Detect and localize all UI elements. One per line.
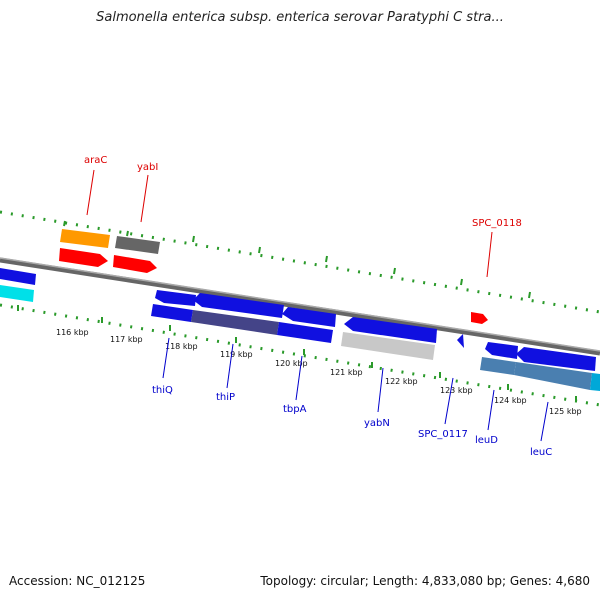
label-thiP[interactable]: thiP [216, 392, 235, 403]
tbpA-feature[interactable] [282, 307, 336, 327]
tick-label-123: 123 kbp [440, 386, 473, 395]
SPC_0117-feature[interactable] [457, 334, 464, 348]
tick-label-120: 120 kbp [275, 359, 308, 368]
thiP-leader [226, 343, 234, 389]
left-blue-gene[interactable] [0, 268, 36, 285]
map-title: Salmonella enterica subsp. enterica sero… [96, 10, 504, 25]
inner-dots [0, 303, 600, 407]
tick-label-118: 118 kbp [165, 342, 198, 351]
tick-label-117: 117 kbp [110, 335, 143, 344]
label-SPC_0117[interactable]: SPC_0117 [418, 429, 468, 440]
tick-label-124: 124 kbp [494, 396, 527, 405]
thiQ-feature[interactable] [155, 290, 196, 306]
leuD-leader [487, 389, 495, 431]
tick-label-119: 119 kbp [220, 350, 253, 359]
tick-label-121: 121 kbp [330, 368, 363, 377]
tick-label-116: 116 kbp [56, 328, 89, 337]
label-araC[interactable]: araC [84, 155, 107, 166]
edge-gene-lower[interactable] [590, 373, 600, 391]
tbpA-leader [295, 355, 303, 401]
yabN-lower[interactable] [341, 332, 435, 360]
reverse-features [151, 304, 600, 391]
label-yabN[interactable]: yabN [364, 418, 390, 429]
red-gene-2[interactable] [113, 255, 157, 273]
thiP-feature[interactable] [193, 293, 284, 318]
label-SPC_0118[interactable]: SPC_0118 [472, 218, 522, 229]
yabI-feature[interactable] [115, 236, 160, 254]
SPC_0118-leader [486, 231, 493, 278]
label-thiQ[interactable]: thiQ [152, 385, 173, 396]
leuC-top-feature[interactable] [516, 347, 596, 371]
label-leuC[interactable]: leuC [530, 447, 552, 458]
forward-features [0, 229, 596, 371]
yabI-leader [140, 174, 149, 223]
label-yabI[interactable]: yabI [137, 162, 158, 173]
thiP-lower[interactable] [191, 310, 279, 335]
accession-label: Accession: NC_012125 [9, 574, 146, 588]
outer-major-ticks [63, 220, 531, 299]
SPC_0117-leader [444, 377, 454, 425]
leuD-top-feature[interactable] [485, 342, 518, 359]
inner-tick-track [0, 303, 600, 407]
label-leuD[interactable]: leuD [475, 435, 498, 446]
inner-major-ticks [17, 305, 577, 402]
red-gene-1[interactable] [59, 248, 108, 267]
leuD-lower[interactable] [480, 357, 516, 375]
tick-label-125: 125 kbp [549, 407, 582, 416]
label-tbpA[interactable]: tbpA [283, 404, 307, 415]
outer-tick-track [0, 210, 600, 314]
yabN-leader [377, 367, 384, 413]
genome-summary: Topology: circular; Length: 4,833,080 bp… [260, 574, 590, 588]
yabN-feature[interactable] [344, 317, 437, 343]
thiQ-lower[interactable] [151, 304, 193, 322]
SPC_0118-feature[interactable] [471, 312, 488, 324]
leuC-lower[interactable] [514, 362, 592, 390]
leuC-leader [540, 401, 549, 442]
tick-labels: 116 kbp 117 kbp 118 kbp 119 kbp 120 kbp … [56, 328, 582, 416]
backbone-highlight [0, 257, 600, 352]
tick-label-122: 122 kbp [385, 377, 418, 386]
left-cyan-gene[interactable] [0, 285, 34, 302]
tbpA-lower[interactable] [277, 322, 333, 343]
araC-leader [86, 169, 95, 216]
gene-labels: araC yabI SPC_0118 thiQ thiP tbpA yabN S… [84, 155, 552, 458]
label-leaders [86, 169, 549, 442]
araC-feature[interactable] [60, 229, 110, 248]
backbone-line [0, 257, 600, 356]
outer-dots [0, 210, 600, 314]
thiQ-leader [162, 337, 170, 379]
